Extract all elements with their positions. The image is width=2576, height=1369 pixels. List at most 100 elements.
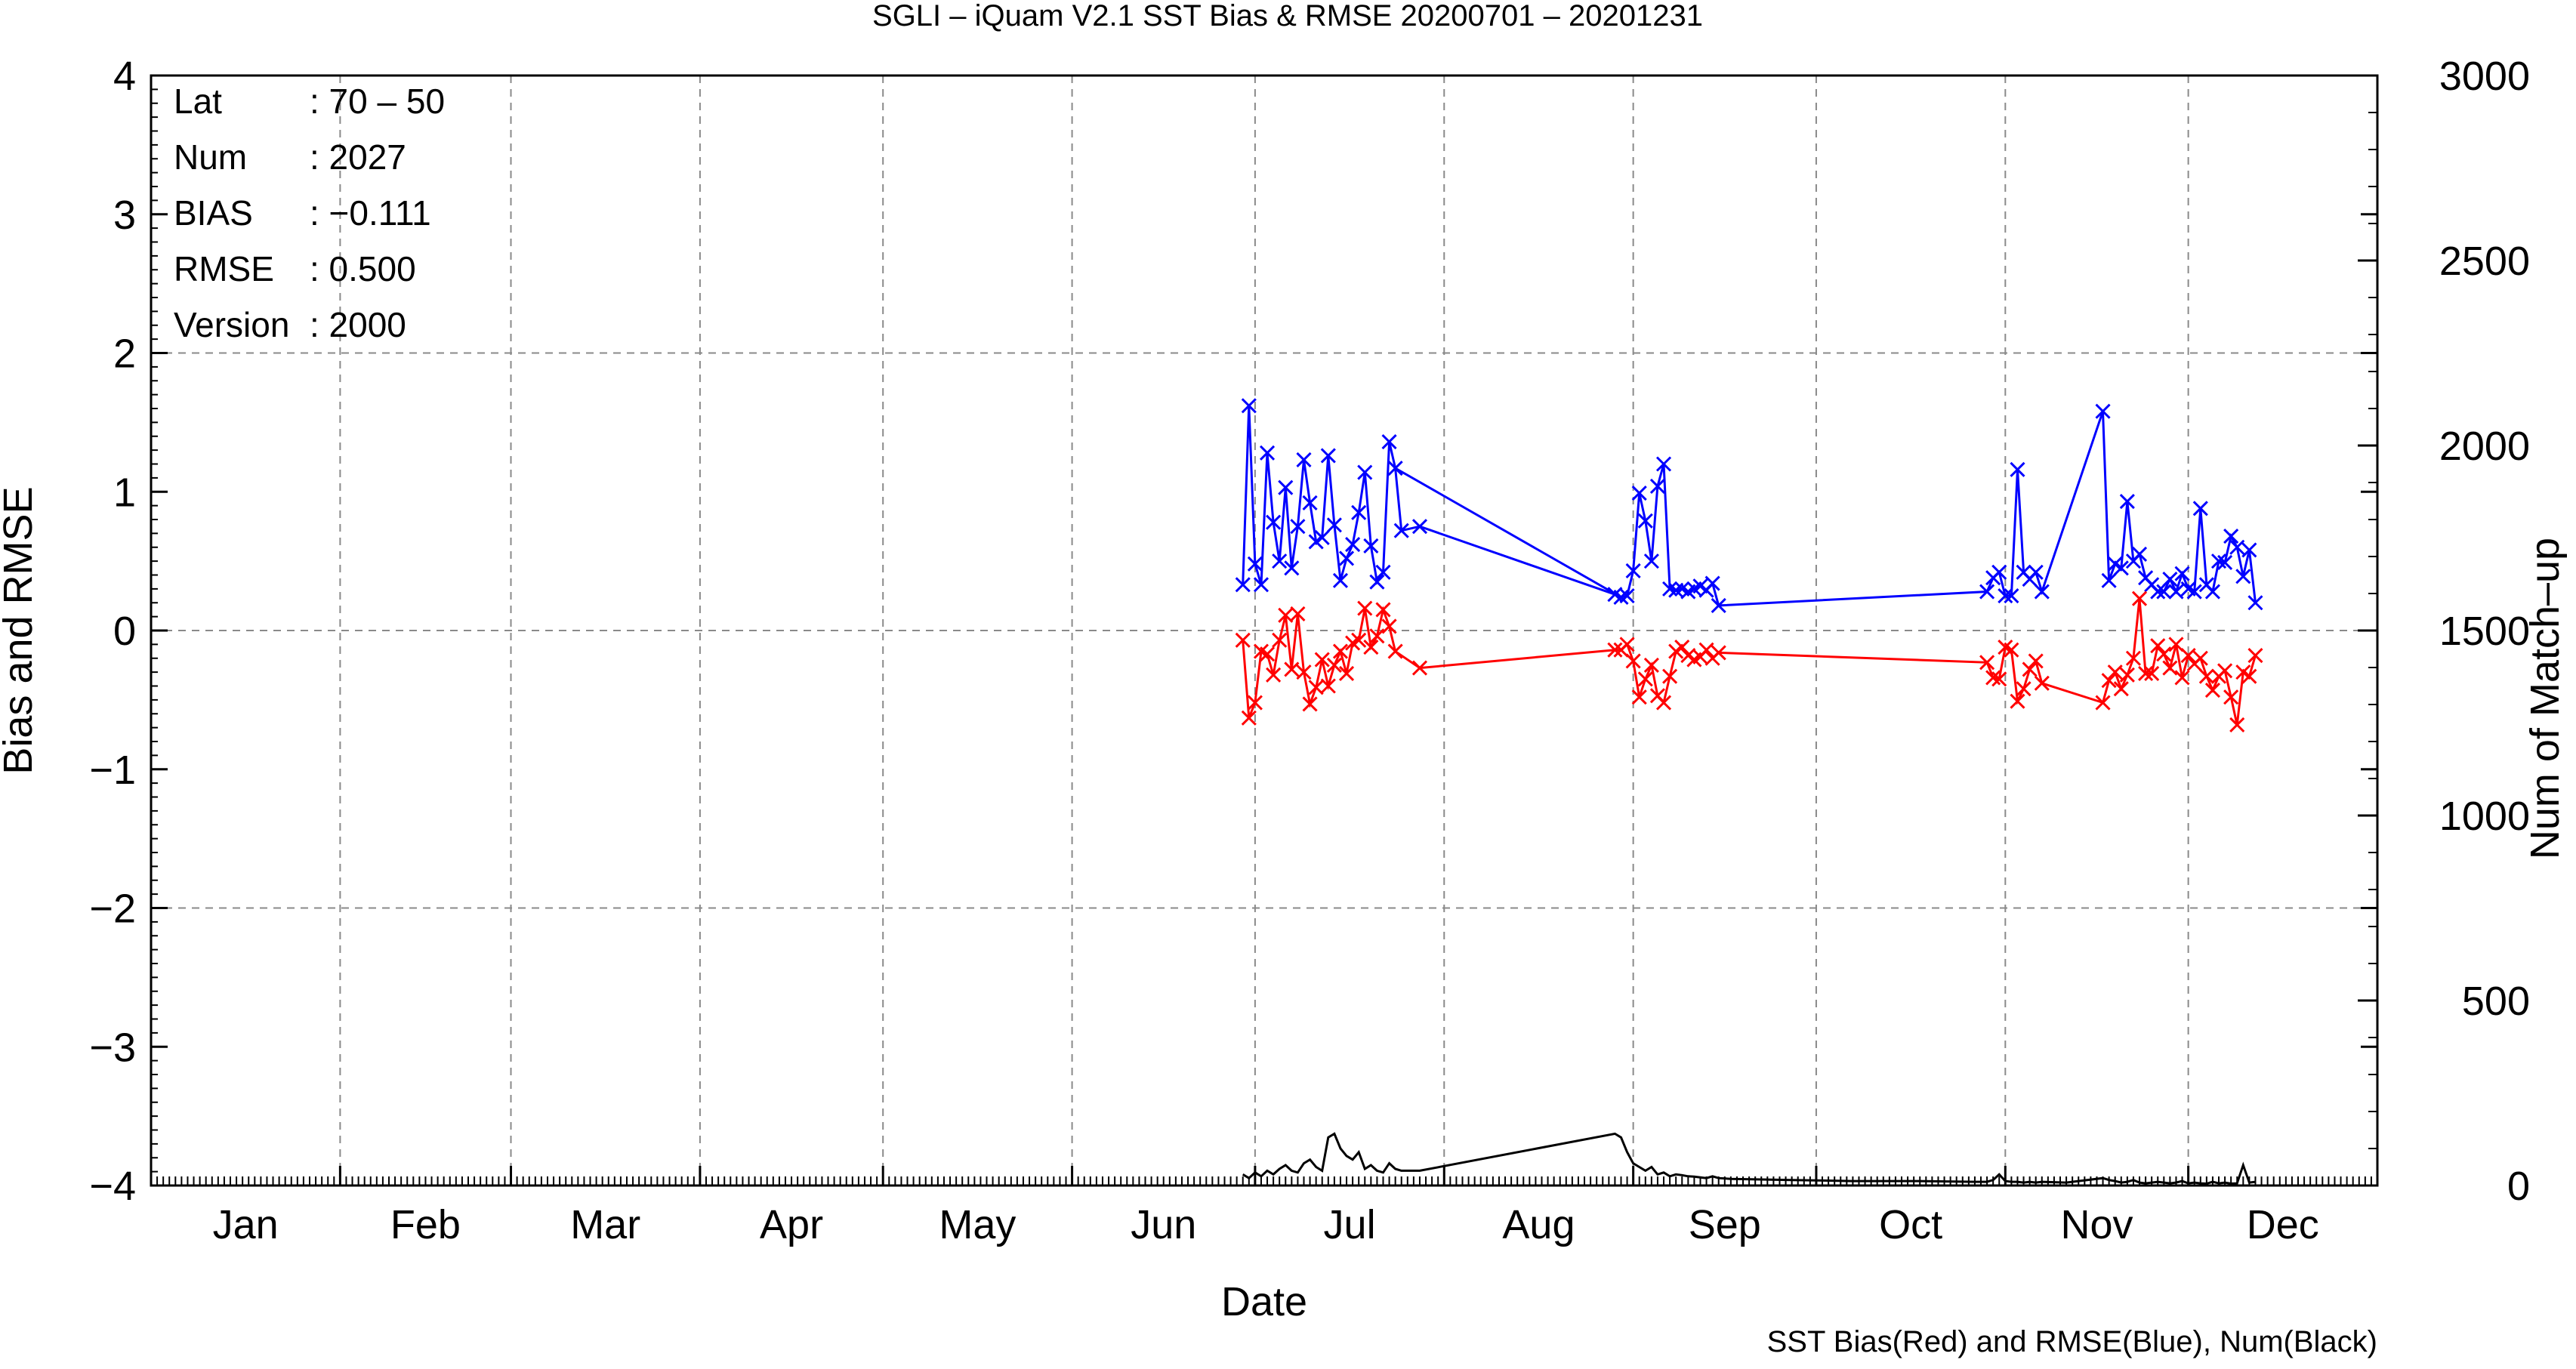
info-value: : 2000: [310, 305, 406, 344]
data-point-marker: [2156, 584, 2172, 600]
data-point-marker: [2101, 572, 2117, 588]
data-point-marker: [2125, 650, 2141, 666]
data-point-marker: [1296, 452, 1312, 468]
data-point-marker: [2217, 663, 2233, 679]
data-point-marker: [2198, 668, 2214, 684]
month-label: Jan: [213, 1202, 279, 1247]
data-point-marker: [1253, 577, 1269, 593]
info-key: Num: [174, 137, 247, 177]
data-point-marker: [2138, 665, 2154, 682]
y-axis-left-label: Bias and RMSE: [0, 486, 41, 774]
left-tick-label: −3: [89, 1025, 136, 1070]
left-tick-label: −4: [89, 1164, 136, 1209]
data-point-marker: [1637, 513, 1653, 529]
data-point-marker: [1698, 642, 1714, 658]
data-point-marker: [1284, 661, 1300, 677]
data-point-marker: [2131, 546, 2148, 562]
data-point-marker: [1607, 642, 1623, 658]
data-point-marker: [2174, 670, 2190, 686]
data-point-marker: [1631, 689, 1647, 705]
month-label: Apr: [760, 1202, 823, 1247]
plot-frame: [150, 74, 2379, 1187]
info-key: Lat: [174, 82, 222, 121]
data-point-marker: [1302, 495, 1318, 511]
data-point-marker: [1332, 572, 1349, 588]
data-point-marker: [2028, 564, 2044, 580]
data-point-marker: [1332, 643, 1349, 659]
data-point-marker: [1338, 550, 1355, 566]
data-point-marker: [2168, 637, 2184, 652]
data-point-marker: [1711, 645, 1726, 661]
data-point-marker: [1363, 639, 1379, 655]
data-point-marker: [1637, 671, 1653, 687]
data-point-marker: [2241, 542, 2257, 558]
data-point-marker: [2162, 571, 2178, 587]
left-tick-label: 2: [113, 331, 136, 377]
info-key: RMSE: [174, 249, 274, 288]
data-point-marker: [2241, 668, 2257, 684]
left-tick-label: −1: [89, 748, 136, 793]
data-point-marker: [1326, 657, 1342, 673]
data-point-marker: [1619, 637, 1635, 652]
data-point-marker: [2016, 681, 2031, 697]
month-label: Nov: [2060, 1202, 2133, 1247]
data-point-marker: [1381, 618, 1397, 634]
data-point-marker: [1314, 652, 1330, 668]
right-tick-label: 1000: [2439, 794, 2530, 839]
left-tick-label: 1: [113, 470, 136, 515]
left-tick-label: 3: [113, 193, 136, 238]
data-point-marker: [2034, 584, 2050, 600]
data-point-marker: [2174, 566, 2190, 581]
x-axis-label: Date: [1221, 1279, 1307, 1324]
data-point-marker: [1411, 660, 1428, 676]
data-point-marker: [1711, 597, 1726, 613]
data-point-marker: [1338, 665, 1355, 682]
data-point-marker: [1357, 464, 1373, 480]
data-point-marker: [1369, 574, 1385, 590]
data-point-marker: [2119, 494, 2135, 510]
data-point-marker: [1369, 628, 1385, 644]
right-tick-label: 1500: [2439, 609, 2530, 654]
data-point-marker: [2113, 681, 2129, 697]
y-axis-right-label: Num of Match–up: [2522, 538, 2568, 859]
data-point-marker: [1320, 678, 1336, 694]
data-point-marker: [1241, 398, 1257, 414]
data-point-marker: [2131, 590, 2148, 606]
data-point-marker: [1631, 486, 1647, 501]
right-tick-label: 3000: [2439, 54, 2530, 99]
data-point-marker: [2004, 642, 2019, 658]
data-point-marker: [2010, 693, 2025, 709]
data-point-marker: [1272, 553, 1288, 569]
data-point-marker: [2204, 584, 2220, 600]
data-point-marker: [2247, 648, 2263, 664]
month-label: Oct: [1879, 1202, 1942, 1247]
data-point-marker: [2192, 650, 2208, 666]
data-point-marker: [1259, 646, 1276, 662]
data-point-marker: [2192, 501, 2208, 516]
data-point-marker: [1235, 577, 1251, 593]
data-point-marker: [1991, 671, 2007, 687]
data-point-marker: [1284, 560, 1300, 576]
data-point-marker: [2095, 695, 2111, 711]
data-point-marker: [1326, 517, 1342, 533]
data-point-marker: [1357, 600, 1373, 616]
data-point-marker: [1655, 695, 1672, 711]
data-point-marker: [1674, 639, 1690, 655]
data-point-marker: [1619, 588, 1635, 604]
data-point-marker: [1625, 653, 1641, 669]
data-point-marker: [1387, 460, 1403, 476]
data-point-marker: [1649, 478, 1666, 494]
data-point-marker: [2150, 638, 2166, 654]
data-point-marker: [1643, 553, 1659, 569]
data-point-marker: [1296, 664, 1312, 680]
data-point-marker: [2113, 560, 2129, 576]
data-point-marker: [1241, 710, 1257, 726]
data-point-marker: [2223, 689, 2239, 705]
data-point-marker: [1393, 523, 1409, 538]
data-point-marker: [1278, 607, 1294, 623]
info-value: : 2027: [310, 137, 406, 177]
data-point-marker: [2119, 667, 2135, 683]
month-label: Jul: [1324, 1202, 1376, 1247]
data-point-marker: [2168, 584, 2184, 600]
data-point-marker: [2010, 461, 2025, 477]
